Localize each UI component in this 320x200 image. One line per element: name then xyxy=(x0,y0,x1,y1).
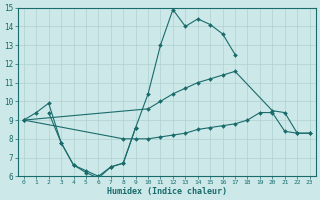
X-axis label: Humidex (Indice chaleur): Humidex (Indice chaleur) xyxy=(107,187,227,196)
